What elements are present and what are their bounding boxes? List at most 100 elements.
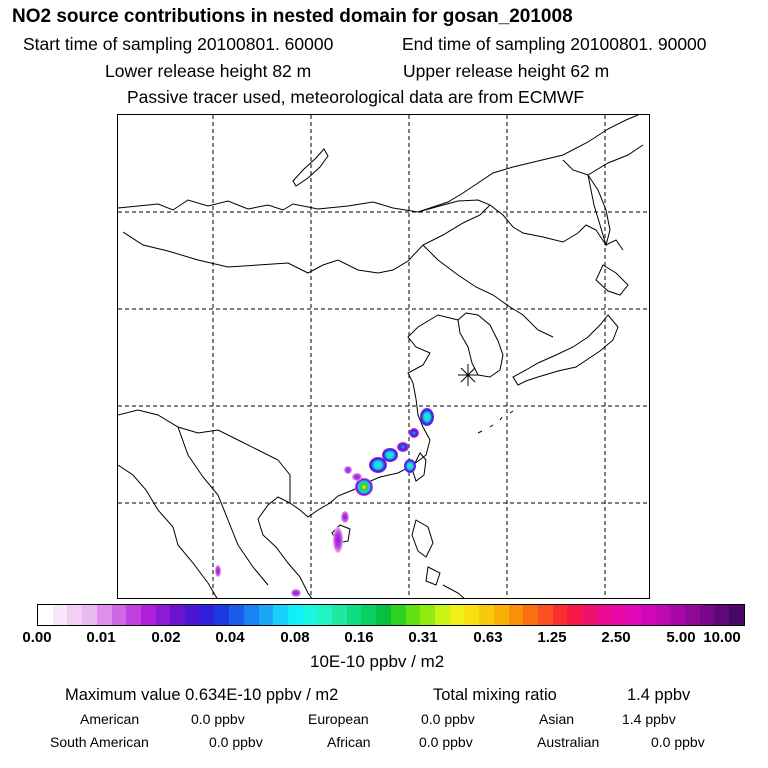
map-title: NO2 source contributions in nested domai…	[12, 6, 573, 27]
colorbar-tick: 1.25	[537, 629, 567, 646]
lower-release-label: Lower release height 82 m	[105, 61, 312, 81]
colorbar-cell	[170, 605, 186, 625]
china-coast	[329, 314, 459, 504]
region-value: 0.0 ppbv	[421, 711, 475, 727]
colorbar-cell	[582, 605, 597, 625]
colorbar-cell	[185, 605, 200, 625]
colorbar-cell	[596, 605, 612, 625]
colorbar-tick: 0.04	[215, 629, 245, 646]
hainan	[331, 524, 351, 544]
colorbar-cell	[537, 605, 553, 625]
coastlines	[118, 115, 644, 598]
tracer-note: Passive tracer used, meteorological data…	[127, 87, 585, 107]
colorbar-unit: 10E-10 ppbv / m2	[310, 652, 445, 671]
colorbar-cell	[626, 605, 641, 625]
colorbar-cell	[552, 605, 568, 625]
colorbar-cell	[229, 605, 244, 625]
baikal	[292, 148, 329, 187]
amur-border	[489, 204, 624, 251]
myanmar-border	[118, 409, 291, 503]
colorbar-tick: 0.08	[280, 629, 310, 646]
colorbar-cell	[96, 605, 112, 625]
start-time-label: Start time of sampling 20100801. 60000	[23, 34, 334, 54]
colorbar-cell	[273, 605, 288, 625]
lat-lon-grid	[118, 115, 649, 598]
region-name: Australian	[537, 734, 600, 750]
colorbar-cell	[567, 605, 583, 625]
colorbar-cell	[82, 605, 97, 625]
map-panel	[117, 114, 650, 599]
colorbar-cell	[52, 605, 68, 625]
region-name: European	[308, 711, 369, 727]
colorbar-cell	[479, 605, 494, 625]
colorbar-cell	[611, 605, 627, 625]
colorbar-cell	[214, 605, 230, 625]
bay-bengal	[118, 464, 218, 598]
colorbar-cell	[420, 605, 435, 625]
colorbar-cell	[317, 605, 333, 625]
colorbar-tick: 10.00	[703, 629, 741, 646]
colorbar-tick: 5.00	[666, 629, 696, 646]
colorbar-cell	[714, 605, 730, 625]
colorbar-cell	[405, 605, 421, 625]
colorbar-cell	[332, 605, 347, 625]
colorbar-tick: 0.02	[151, 629, 181, 646]
mongolia-border	[122, 199, 491, 274]
colorbar-cell	[523, 605, 538, 625]
colorbar-cell	[126, 605, 141, 625]
colorbar-cell	[390, 605, 406, 625]
se-asia-coast	[257, 496, 331, 598]
region-name: American	[80, 711, 140, 727]
upper-release-label: Upper release height 62 m	[403, 61, 610, 81]
colorbar-tick: 0.63	[473, 629, 503, 646]
end-time-label: End time of sampling 20100801. 90000	[402, 34, 707, 54]
region-name: African	[327, 734, 371, 750]
colorbar-tick: 2.50	[601, 629, 631, 646]
colorbar-tick: 0.31	[408, 629, 438, 646]
manchuria-border	[422, 244, 554, 338]
region-value: 0.0 ppbv	[191, 711, 245, 727]
indochina-inner	[177, 426, 269, 586]
colorbar-cell	[111, 605, 127, 625]
colorbar-cell	[361, 605, 377, 625]
colorbar-cell	[508, 605, 524, 625]
colorbar-cell	[464, 605, 480, 625]
colorbar-cell	[640, 605, 656, 625]
region-value: 0.0 ppbv	[209, 734, 263, 750]
colorbar-cell	[684, 605, 700, 625]
region-value: 1.4 ppbv	[622, 711, 676, 727]
region-name: South American	[50, 734, 149, 750]
colorbar-cell	[493, 605, 509, 625]
kamchatka-coast	[562, 144, 644, 176]
visayas	[442, 584, 465, 598]
colorbar-cell	[140, 605, 156, 625]
mindoro	[425, 566, 441, 586]
colorbar-cell	[449, 605, 465, 625]
region-name: Asian	[539, 711, 575, 727]
colorbar-cell	[243, 605, 259, 625]
colorbar-cell	[302, 605, 318, 625]
colorbar-cell	[287, 605, 303, 625]
total-mixing-label: Total mixing ratio	[433, 686, 557, 704]
colorbar-cell	[199, 605, 215, 625]
colorbar-cell	[258, 605, 274, 625]
korea-peninsula	[457, 312, 504, 378]
colorbar-tick: 0.16	[344, 629, 374, 646]
receptor-marker	[458, 364, 478, 386]
colorbar-cell	[67, 605, 83, 625]
region-value: 0.0 ppbv	[419, 734, 473, 750]
colorbar-cell	[729, 605, 744, 625]
colorbar-cell	[670, 605, 685, 625]
luzon	[411, 519, 434, 558]
colorbar-tick: 0.00	[22, 629, 52, 646]
colorbar-cell	[655, 605, 671, 625]
colorbar-cell	[376, 605, 391, 625]
colorbar-cell	[38, 605, 53, 625]
ryukyu-islands	[477, 410, 514, 434]
japan-hokkaido	[595, 264, 629, 296]
colorbar-cell	[155, 605, 171, 625]
japan-honshu	[512, 314, 619, 386]
colorbar-cell	[434, 605, 450, 625]
colorbar-cell	[699, 605, 715, 625]
no2-plume	[215, 408, 434, 597]
